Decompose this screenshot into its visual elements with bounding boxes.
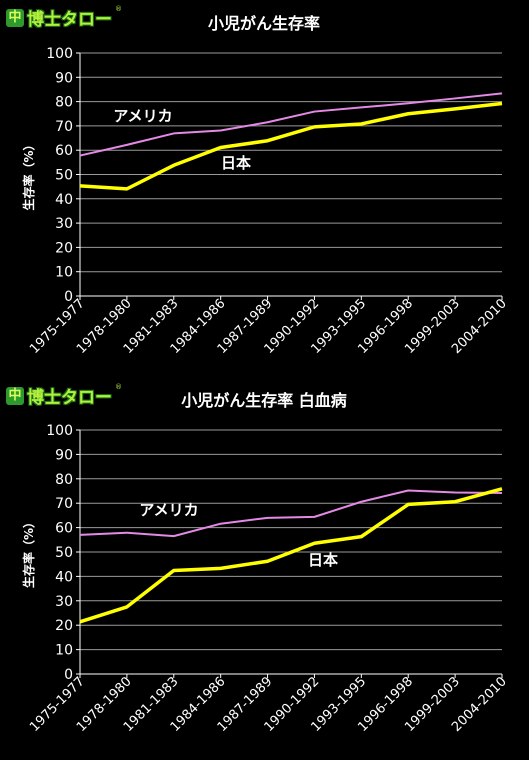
y-axis-label: 生存率（%） (21, 138, 36, 210)
y-axis-label: 生存率（%） (21, 516, 36, 588)
y-tick-label: 70 (55, 119, 73, 135)
y-tick-label: 80 (55, 95, 73, 111)
logo-mark-icon: 中 (6, 387, 24, 405)
y-tick-label: 50 (55, 168, 73, 184)
y-tick-label: 10 (55, 265, 73, 281)
y-tick-label: 90 (55, 70, 73, 86)
series-label-usa: アメリカ (139, 501, 198, 519)
chart-title: 小児がん生存率 (208, 14, 320, 33)
y-tick-label: 50 (55, 545, 73, 561)
y-tick-label: 60 (55, 143, 73, 159)
y-tick-label: 40 (55, 569, 73, 585)
series-label-japan: 日本 (308, 551, 338, 569)
y-tick-label: 20 (55, 618, 73, 634)
y-tick-label: 20 (55, 240, 73, 256)
logo-text: 博士タロー (27, 5, 112, 30)
y-tick-label: 100 (46, 46, 73, 62)
y-tick-label: 80 (55, 472, 73, 488)
y-tick-label: 90 (55, 447, 73, 463)
series-label-japan: 日本 (221, 154, 251, 172)
logo-mark-icon: 中 (6, 9, 24, 27)
y-tick-label: 30 (55, 594, 73, 610)
chart-title: 小児がん生存率 白血病 (181, 391, 347, 410)
logo-registered: ® (115, 5, 122, 13)
y-tick-label: 100 (46, 423, 73, 439)
logo-registered: ® (115, 383, 122, 391)
y-tick-label: 30 (55, 216, 73, 232)
y-tick-label: 60 (55, 521, 73, 537)
y-tick-label: 70 (55, 496, 73, 512)
chart-all-cancers: 小児がん生存率生存率（%）01020304050607080901001975-… (0, 0, 529, 378)
logo: 中 博士タロー ® (6, 5, 122, 30)
logo: 中 博士タロー ® (6, 383, 122, 408)
logo-text: 博士タロー (27, 383, 112, 408)
y-tick-label: 40 (55, 192, 73, 208)
series-label-usa: アメリカ (113, 107, 172, 125)
chart-leukemia: 小児がん生存率 白血病生存率（%）01020304050607080901001… (0, 378, 529, 756)
y-tick-label: 10 (55, 643, 73, 659)
